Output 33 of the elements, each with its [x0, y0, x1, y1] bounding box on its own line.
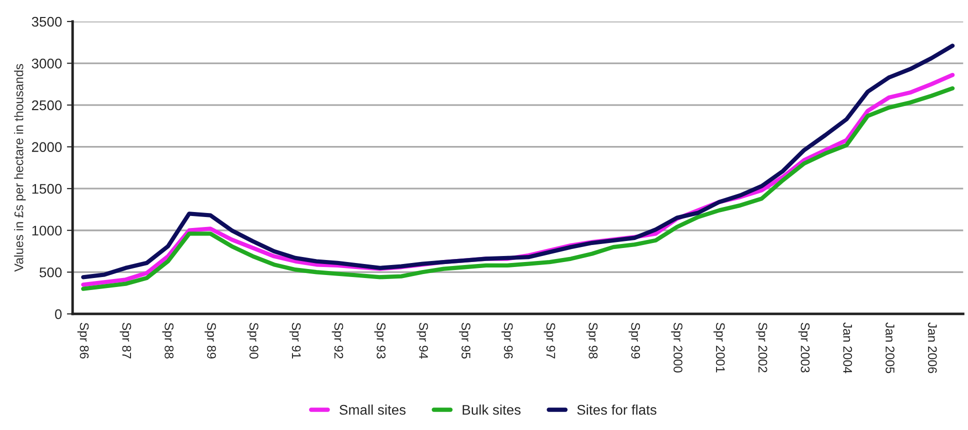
legend-label: Small sites: [340, 404, 406, 415]
y-tick-label: 3500: [32, 16, 62, 27]
x-tick-label: Spr 2001: [713, 322, 725, 372]
x-tick-label: Spr 95: [459, 322, 470, 359]
x-tick-label: Spr 89: [204, 322, 216, 358]
y-tick-label: 2000: [32, 142, 62, 152]
legend-label: Bulk sites: [462, 404, 521, 415]
x-tick-label: Jan 2006: [928, 322, 937, 374]
y-tick-label: 1000: [32, 226, 62, 236]
x-tick-label: Spr 2003: [798, 322, 810, 372]
x-tick-label: Spr 94: [416, 322, 428, 359]
y-tick-label: 3000: [32, 58, 62, 68]
x-tick-label: Spr 2000: [671, 322, 682, 372]
y-tick-label: 0: [55, 309, 62, 320]
x-tick-label: Spr 97: [544, 322, 556, 358]
x-tick-label: Spr 98: [586, 322, 598, 359]
x-tick-label: Spr 87: [120, 322, 132, 358]
x-tick-label: Spr 92: [332, 322, 344, 358]
x-tick-label: Spr 91: [289, 322, 301, 358]
y-tick-label: 2500: [32, 100, 62, 110]
x-tick-label: Spr 99: [628, 322, 640, 358]
x-tick-label: Spr 86: [77, 322, 89, 359]
y-axis-title: Values in £s per hectare in thousands: [14, 64, 26, 272]
x-tick-label: Jan 2004: [843, 322, 852, 374]
legend-label: Sites for flats: [577, 404, 656, 415]
x-tick-label: Spr 2002: [756, 322, 768, 372]
x-tick-label: Spr 90: [247, 322, 258, 359]
x-tick-label: Spr 88: [162, 322, 174, 359]
x-tick-label: Spr 96: [501, 322, 513, 359]
x-tick-label: Spr 93: [374, 322, 386, 359]
y-tick-label: 1500: [32, 184, 62, 194]
x-tick-label: Jan 2005: [886, 322, 894, 374]
y-tick-label: 500: [40, 267, 62, 278]
